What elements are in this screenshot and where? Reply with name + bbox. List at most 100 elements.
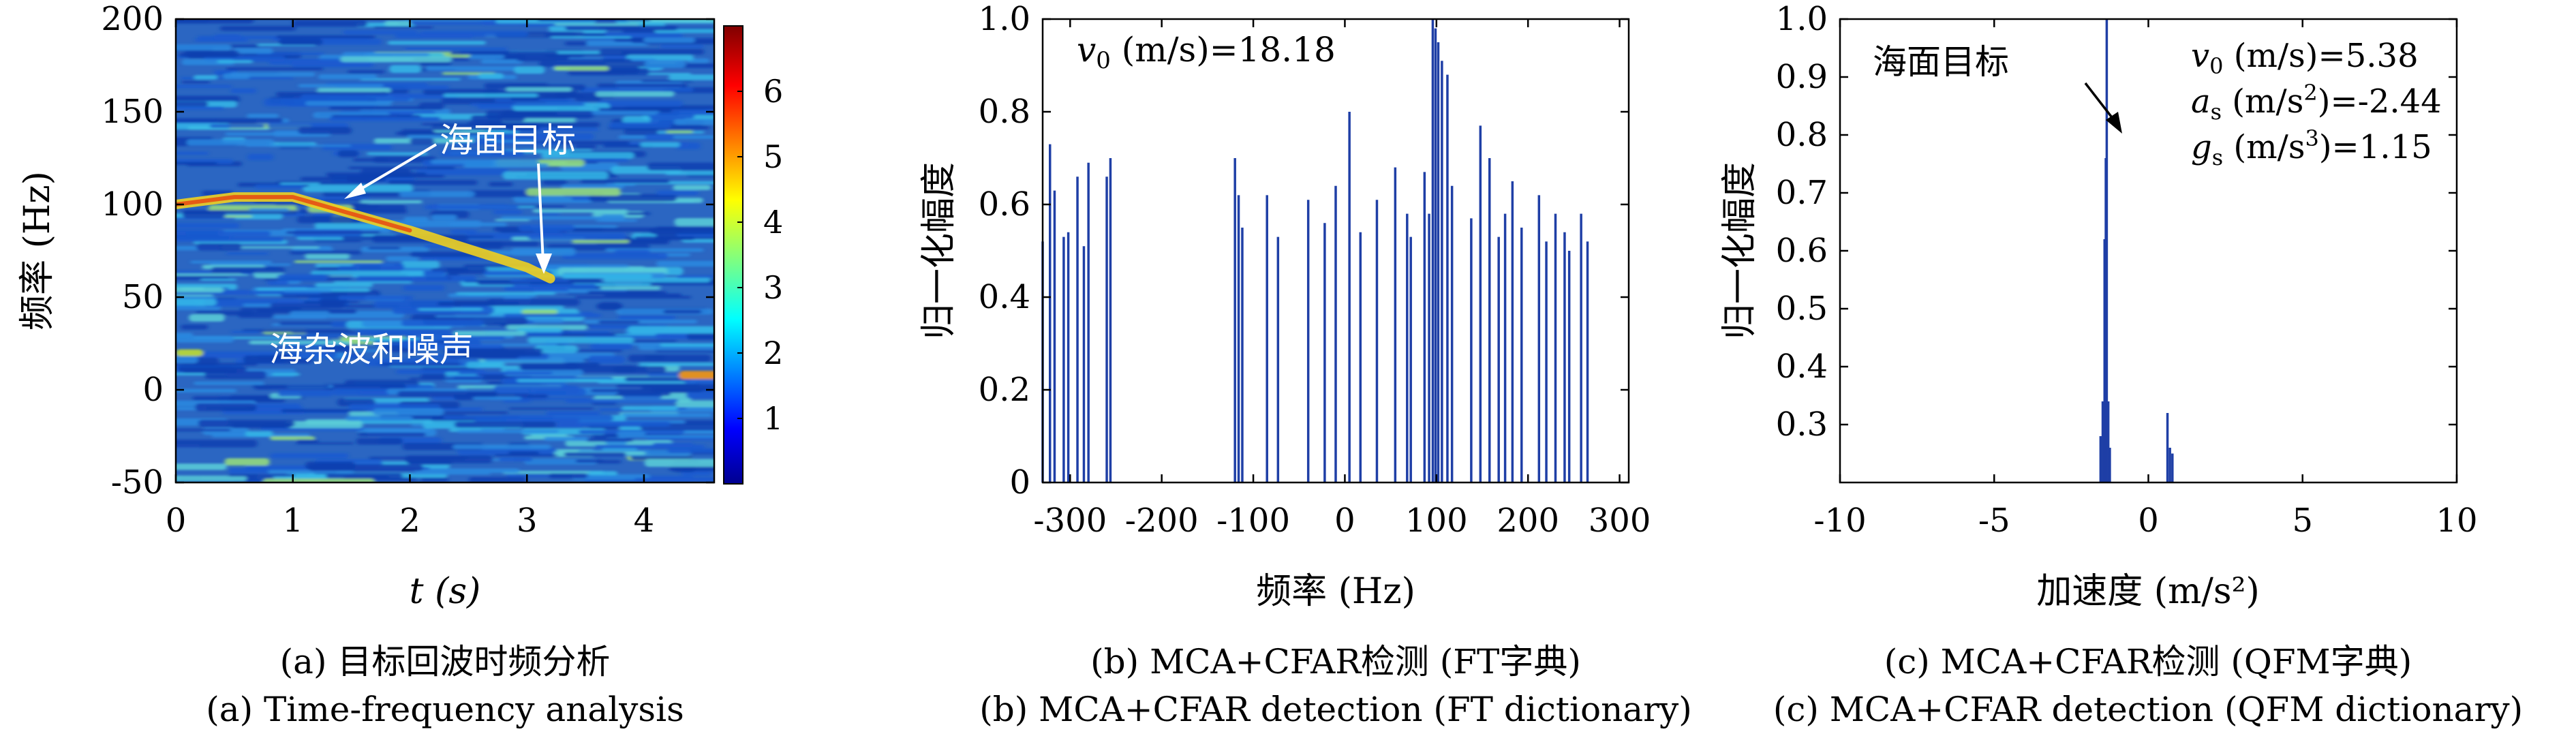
noise-streak [224, 215, 252, 218]
x-tick-label: 0 [2138, 502, 2159, 540]
noise-streak [517, 378, 612, 383]
noise-streak [245, 431, 273, 437]
noise-streak [440, 150, 525, 157]
x-tick-label: 200 [1497, 502, 1559, 540]
noise-streak [493, 210, 523, 215]
noise-streak [231, 331, 260, 333]
noise-streak [588, 471, 617, 476]
noise-streak [277, 274, 328, 281]
noise-streak [267, 123, 349, 129]
caption-b-en: (b) MCA+CFAR detection (FT dictionary) [979, 690, 1691, 729]
noise-streak [305, 101, 392, 106]
noise-streak [242, 329, 350, 333]
noise-streak [493, 133, 594, 140]
noise-streak [228, 474, 294, 477]
noise-streak [338, 295, 414, 301]
stems-b [1041, 19, 1589, 482]
noise-streak [647, 162, 714, 170]
noise-streak [373, 156, 436, 163]
noise-streak [346, 416, 413, 421]
noise-streak [176, 333, 194, 337]
noise-streak [420, 477, 448, 482]
noise-streak [518, 224, 574, 232]
y-tick-label: 50 [122, 278, 164, 316]
y-tick-label: 200 [101, 0, 164, 38]
noise-streak [176, 475, 247, 482]
noise-streak [478, 73, 504, 79]
panel-c-axes: -10 -5 0 5 10 0.3 0.4 0.5 0.6 0.7 0.8 0.9 1.0 [1776, 0, 2478, 540]
colorbar-tick-label: 2 [763, 335, 783, 371]
noise-streak [625, 377, 691, 382]
noise-streak [176, 287, 224, 293]
colorbar-tick-label: 1 [763, 400, 783, 437]
target-arrowhead-1 [344, 183, 366, 199]
noise-streak [230, 72, 316, 77]
noise-streak [283, 289, 332, 293]
noise-streak [541, 152, 634, 159]
noise-streak [304, 301, 359, 303]
noise-streak [176, 335, 234, 343]
noise-streak [284, 420, 363, 429]
noise-streak [367, 152, 428, 155]
noise-streak [356, 438, 403, 445]
caption-a-en: (a) Time-frequency analysis [206, 690, 684, 729]
noise-streak [176, 118, 283, 123]
noise-streak [600, 214, 626, 222]
noise-streak [449, 222, 507, 227]
noise-streak [281, 409, 367, 412]
noise-streak [328, 117, 441, 121]
noise-streak [358, 432, 426, 437]
y-tick-label: 1.0 [979, 0, 1030, 38]
noise-streak [504, 313, 601, 318]
noise-streak [301, 196, 369, 200]
noise-streak [226, 67, 324, 71]
noise-streak [249, 340, 351, 345]
noise-streak [656, 226, 714, 231]
noise-streak [652, 442, 694, 447]
noise-streak [572, 239, 629, 243]
noise-streak [296, 439, 318, 443]
noise-streak [431, 123, 540, 131]
noise-streak [453, 444, 551, 450]
noise-streak [279, 322, 347, 326]
noise-streak [596, 303, 623, 309]
noise-streak [609, 122, 672, 129]
noise-streak [647, 373, 686, 377]
noise-streak [360, 78, 461, 80]
noise-streak [510, 279, 569, 282]
noise-streak [489, 181, 513, 187]
noise-streak [329, 106, 425, 110]
noise-streak [176, 162, 217, 165]
noise-streak [450, 230, 477, 234]
y-tick-label: 0.2 [979, 371, 1030, 409]
noise-streak [660, 343, 714, 347]
noise-streak [337, 150, 359, 157]
noise-streak [276, 35, 375, 39]
parameter-line-a: as (m/s2)=-2.44 [2191, 80, 2442, 125]
colorbar-tick-label: 4 [763, 204, 783, 241]
noise-streak [298, 84, 384, 88]
target-arrow-2 [537, 163, 545, 263]
y-tick-label: 0.6 [979, 185, 1030, 224]
noise-streak [219, 26, 296, 31]
clutter-label: 海杂波和噪声 [269, 330, 474, 369]
noise-streak [456, 292, 556, 295]
noise-streak [247, 153, 274, 161]
noise-streak [423, 354, 463, 357]
noise-streak [311, 271, 425, 275]
y-tick-label: 0.4 [1776, 348, 1828, 386]
parameter-line-g: gs (m/s3)=1.15 [2191, 125, 2432, 170]
noise-streak [590, 343, 633, 350]
noise-streak [290, 250, 361, 255]
noise-streak [468, 190, 538, 198]
target-arrow-1 [352, 143, 438, 195]
noise-streak [194, 75, 217, 80]
noise-streak [423, 89, 501, 95]
noise-streak [279, 182, 320, 185]
noise-streak [675, 400, 714, 408]
noise-streak [384, 20, 412, 27]
noise-streak [196, 243, 242, 251]
noise-streak [308, 464, 423, 471]
noise-streak [332, 388, 391, 396]
noise-streak [487, 305, 564, 310]
